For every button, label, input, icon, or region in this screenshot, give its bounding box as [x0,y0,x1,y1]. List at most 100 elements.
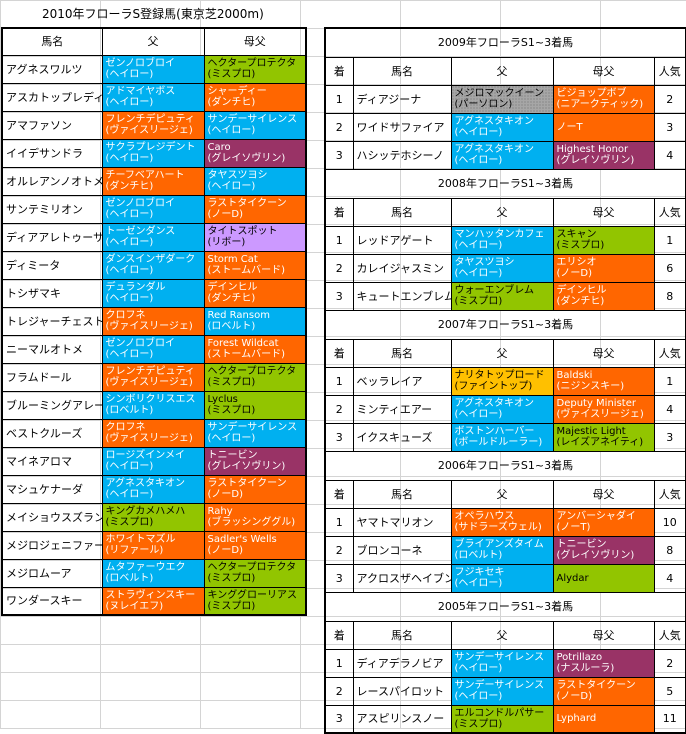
column-header[interactable]: 人気 [653,338,686,368]
sire-cell[interactable]: アグネスタキオン (ヘイロー) [450,394,554,424]
column-header[interactable]: 馬名 [352,197,452,227]
broodmare-sire-cell[interactable]: Highest Honor (グレイソヴリン) [552,140,655,170]
horse-name-cell[interactable]: トレジャーチェスト [1,306,103,336]
broodmare-sire-cell[interactable]: Caro (グレイソヴリン) [203,138,307,168]
horse-name-cell[interactable]: アマファソン [1,110,103,140]
finish-position-cell[interactable]: 3 [324,140,354,170]
popularity-cell[interactable]: 8 [653,281,686,311]
column-header[interactable]: 母父 [552,620,655,650]
broodmare-sire-cell[interactable]: Rahy (ブラッシンググル) [203,502,307,532]
column-header[interactable]: 着 [324,56,354,86]
finish-position-cell[interactable]: 2 [324,394,354,424]
horse-name-cell[interactable]: メイショウスズラン [1,502,103,532]
horse-name-cell[interactable]: ディアアレトゥーサ [1,222,103,252]
horse-name-cell[interactable]: ハシッテホシーノ [352,140,452,170]
horse-name-cell[interactable]: アグネスワルツ [1,54,103,84]
column-header[interactable]: 馬名 [1,27,103,56]
sire-cell[interactable]: ホワイトマズル (リファール) [101,530,205,560]
column-header[interactable]: 父 [450,338,554,368]
horse-name-cell[interactable]: ベストクルーズ [1,418,103,448]
broodmare-sire-cell[interactable]: ラストタイクーン (ノーD) [552,676,655,706]
sire-cell[interactable]: フジキセキ (ヘイロー) [450,563,554,593]
sire-cell[interactable]: クロフネ (ヴァイスリージェ) [101,418,205,448]
broodmare-sire-cell[interactable]: スキャン (ミスプロ) [552,225,655,255]
horse-name-cell[interactable]: イクスキューズ [352,422,452,452]
column-header[interactable]: 着 [324,197,354,227]
popularity-cell[interactable]: 4 [653,140,686,170]
sire-cell[interactable]: ゼンノロブロイ (ヘイロー) [101,54,205,84]
finish-position-cell[interactable]: 1 [324,507,354,537]
broodmare-sire-cell[interactable]: デインヒル (ダンチヒ) [203,278,307,308]
column-header[interactable]: 人気 [653,479,686,509]
popularity-cell[interactable]: 6 [653,253,686,283]
broodmare-sire-cell[interactable]: ラストタイクーン (ノーD) [203,474,307,504]
sire-cell[interactable]: ムタファーウエク (ロベルト) [101,558,205,588]
finish-position-cell[interactable]: 1 [324,648,354,678]
horse-name-cell[interactable]: ベッラレイア [352,366,452,396]
horse-name-cell[interactable]: ワイドサファイア [352,112,452,142]
column-header[interactable]: 母父 [552,479,655,509]
sire-cell[interactable]: ボストンハーバー (ボールドルーラー) [450,422,554,452]
broodmare-sire-cell[interactable]: Alydar [552,563,655,593]
column-header[interactable]: 人気 [653,56,686,86]
horse-name-cell[interactable]: レースパイロット [352,676,452,706]
column-header[interactable]: 馬名 [352,620,452,650]
broodmare-sire-cell[interactable]: デインヒル (ダンチヒ) [552,281,655,311]
horse-name-cell[interactable]: メジロムーア [1,558,103,588]
column-header[interactable]: 父 [450,197,554,227]
broodmare-sire-cell[interactable]: トニービン (グレイソヴリン) [552,535,655,565]
sire-cell[interactable]: サンデーサイレンス (ヘイロー) [450,648,554,678]
broodmare-sire-cell[interactable]: ヘクタープロテクタ (ミスプロ) [203,558,307,588]
finish-position-cell[interactable]: 3 [324,281,354,311]
broodmare-sire-cell[interactable]: Lyclus (ミスプロ) [203,390,307,420]
sire-cell[interactable]: ストラヴィンスキー (ヌレイエフ) [101,586,205,616]
sire-cell[interactable]: アグネスタキオン (ヘイロー) [450,112,554,142]
horse-name-cell[interactable]: マイネアロマ [1,446,103,476]
sire-cell[interactable]: サクラプレジデント (ヘイロー) [101,138,205,168]
section-caption[interactable]: 2008年フローラS1~3着馬 [324,168,686,199]
horse-name-cell[interactable]: マシュケナーダ [1,474,103,504]
horse-name-cell[interactable]: ヤマトマリオン [352,507,452,537]
sire-cell[interactable]: オペラハウス (サドラーズウェル) [450,507,554,537]
finish-position-cell[interactable]: 1 [324,366,354,396]
horse-name-cell[interactable]: ミンティエアー [352,394,452,424]
popularity-cell[interactable]: 3 [653,422,686,452]
broodmare-sire-cell[interactable]: トニービン (グレイソヴリン) [203,446,307,476]
broodmare-sire-cell[interactable]: Storm Cat (ストームバード) [203,250,307,280]
broodmare-sire-cell[interactable]: サンデーサイレンス (ヘイロー) [203,418,307,448]
broodmare-sire-cell[interactable]: アンバーシャダイ (ノーT) [552,507,655,537]
sire-cell[interactable]: アグネスタキオン (ヘイロー) [101,474,205,504]
broodmare-sire-cell[interactable]: ヘクタープロテクタ (ミスプロ) [203,54,307,84]
section-caption[interactable]: 2006年フローラS1~3着馬 [324,450,686,481]
column-header[interactable]: 馬名 [352,479,452,509]
horse-name-cell[interactable]: ディアデラノビア [352,648,452,678]
column-header[interactable]: 人気 [653,620,686,650]
finish-position-cell[interactable]: 3 [324,422,354,452]
sire-cell[interactable]: クロフネ (ヴァイスリージェ) [101,306,205,336]
horse-name-cell[interactable]: オルレアンノオトメ [1,166,103,196]
sire-cell[interactable]: ナリタトップロード (ファイントップ) [450,366,554,396]
sire-cell[interactable]: フレンチデピュティ (ヴァイスリージェ) [101,362,205,392]
horse-name-cell[interactable]: キュートエンブレム [352,281,452,311]
section-caption[interactable]: 2009年フローラS1~3着馬 [324,27,686,58]
column-header[interactable]: 着 [324,338,354,368]
finish-position-cell[interactable]: 2 [324,112,354,142]
broodmare-sire-cell[interactable]: Majestic Light (レイズアネイティ) [552,422,655,452]
sire-cell[interactable]: シンボリクリスエス (ロベルト) [101,390,205,420]
sire-cell[interactable]: メジロマックイーン (パーソロン) [450,84,554,114]
column-header[interactable]: 父 [450,479,554,509]
sire-cell[interactable]: ゼンノロブロイ (ヘイロー) [101,334,205,364]
column-header[interactable]: 父 [450,620,554,650]
popularity-cell[interactable]: 10 [653,507,686,537]
horse-name-cell[interactable]: アスカトップレディ [1,82,103,112]
popularity-cell[interactable]: 2 [653,648,686,678]
column-header[interactable]: 母父 [203,27,307,56]
section-caption[interactable]: 2007年フローラS1~3着馬 [324,309,686,340]
broodmare-sire-cell[interactable]: シャーディー (ダンチヒ) [203,82,307,112]
finish-position-cell[interactable]: 1 [324,84,354,114]
horse-name-cell[interactable]: ディミータ [1,250,103,280]
popularity-cell[interactable]: 4 [653,563,686,593]
sire-cell[interactable]: タヤスツヨシ (ヘイロー) [450,253,554,283]
finish-position-cell[interactable]: 2 [324,535,354,565]
sire-cell[interactable]: トーゼンダンス (ヘイロー) [101,222,205,252]
